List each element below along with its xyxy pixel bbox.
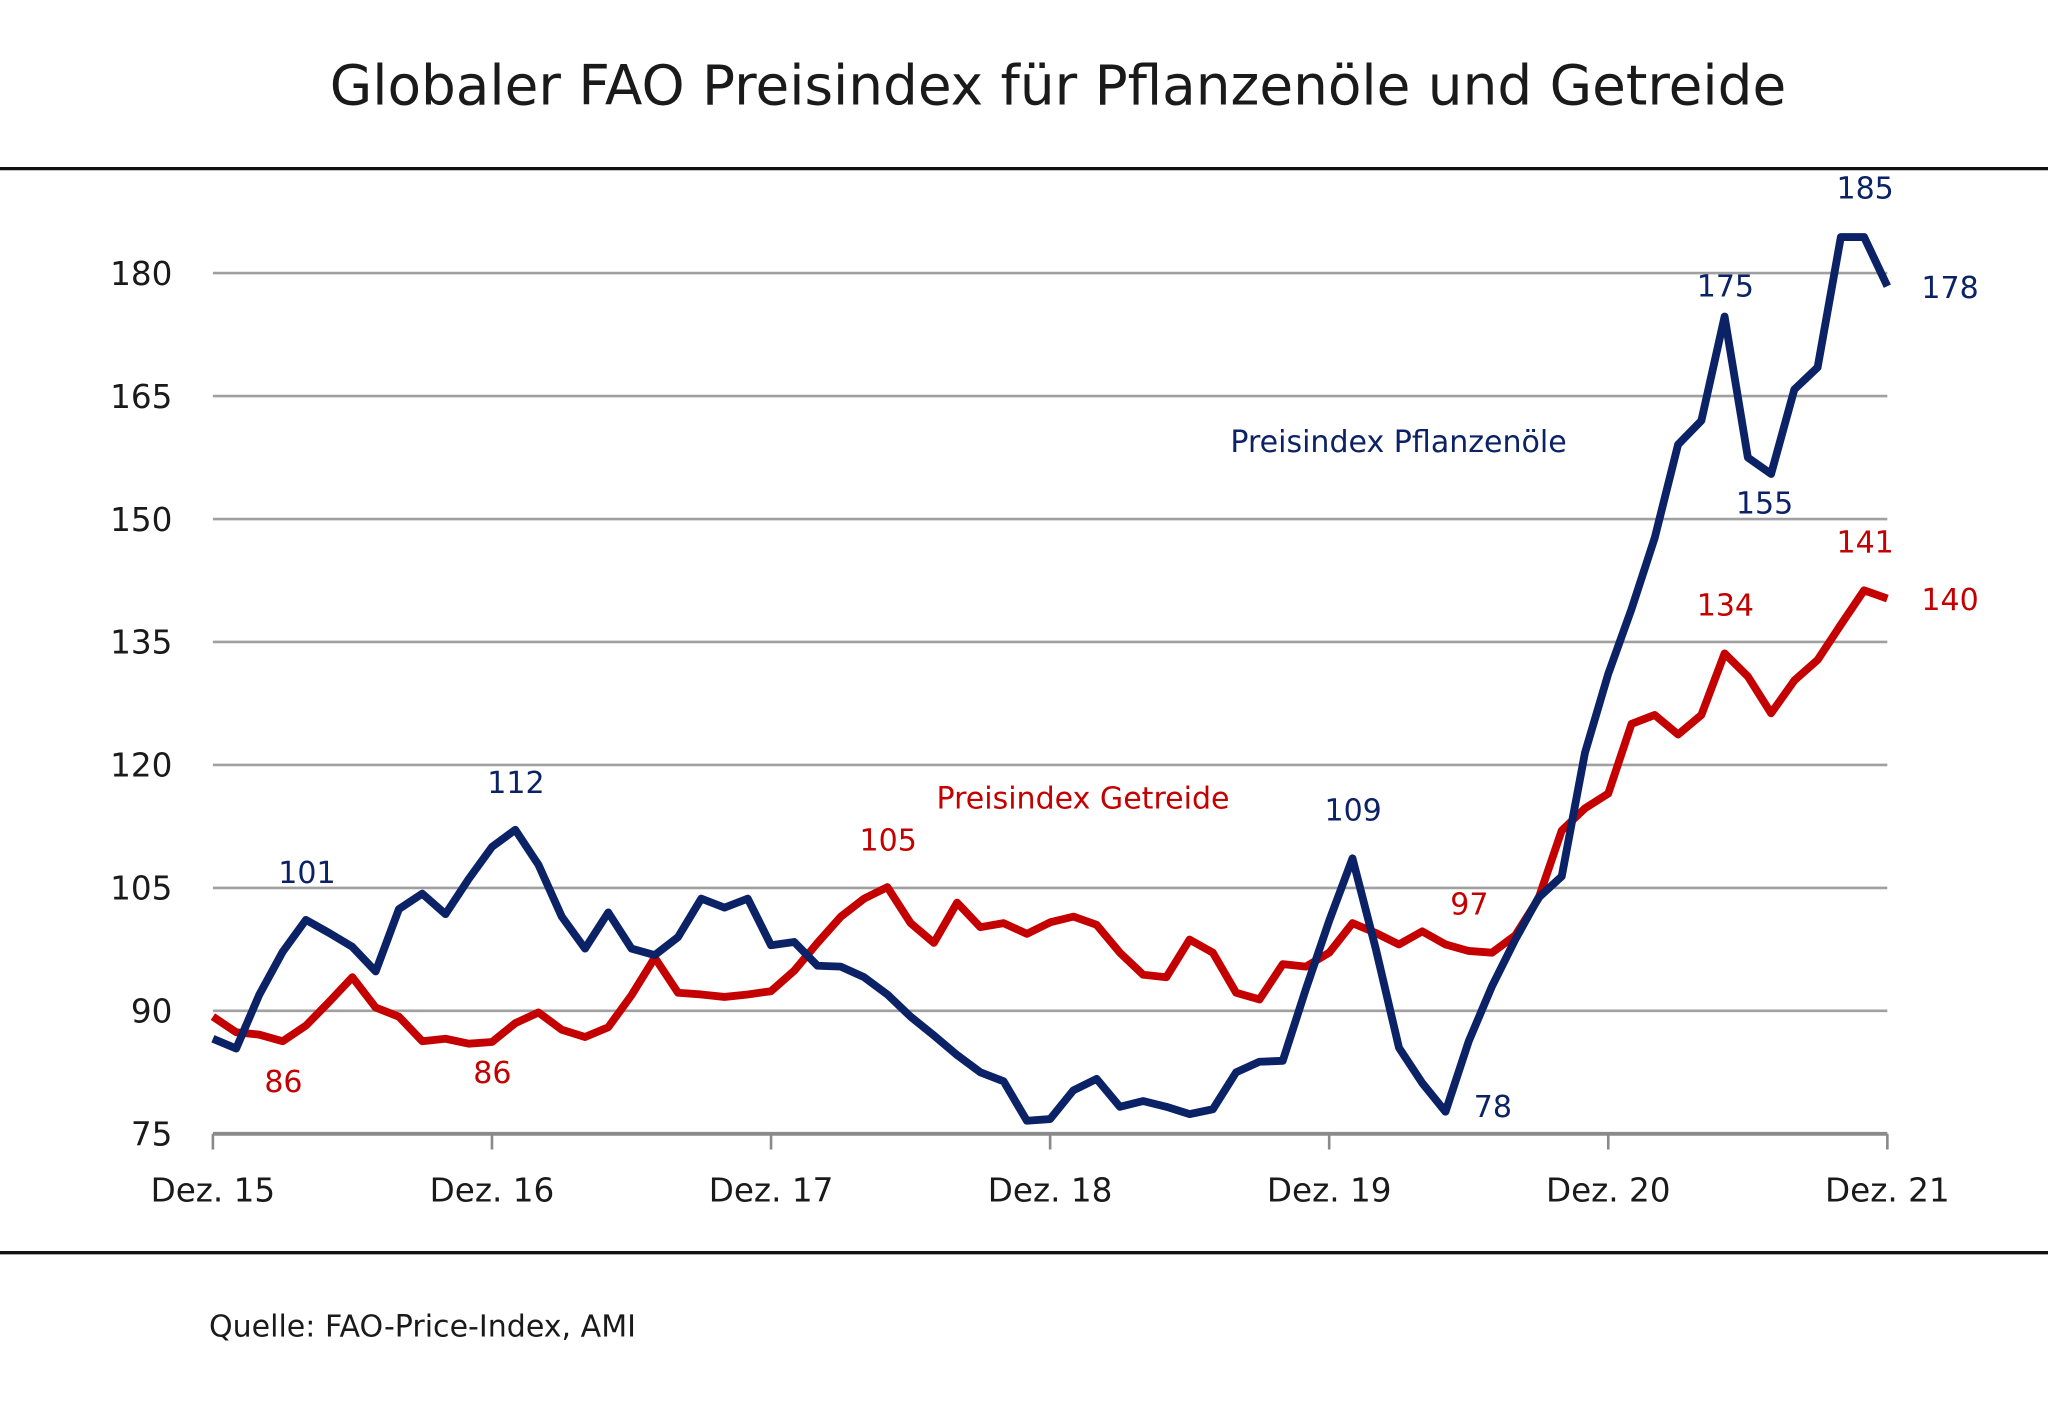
y-tick-label: 90 bbox=[131, 993, 173, 1031]
chart-title: Globaler FAO Preisindex für Pflanzenöle … bbox=[330, 54, 1787, 118]
series-label-pflanzenoele: Preisindex Pflanzenöle bbox=[1230, 425, 1566, 460]
source-note: Quelle: FAO-Price-Index, AMI bbox=[209, 1309, 636, 1344]
data-label: 101 bbox=[278, 856, 335, 891]
data-label: 140 bbox=[1921, 583, 1978, 618]
x-tick-label: Dez. 15 bbox=[151, 1172, 276, 1210]
data-label: 178 bbox=[1921, 271, 1978, 306]
data-label: 86 bbox=[264, 1065, 302, 1100]
x-tick-label: Dez. 21 bbox=[1825, 1172, 1950, 1210]
x-tick-label: Dez. 16 bbox=[430, 1172, 555, 1210]
y-tick-label: 105 bbox=[110, 870, 172, 908]
data-label: 86 bbox=[473, 1056, 511, 1091]
y-tick-label: 75 bbox=[131, 1116, 173, 1154]
y-tick-label: 120 bbox=[110, 747, 172, 785]
y-tick-label: 165 bbox=[110, 378, 172, 416]
data-label: 155 bbox=[1736, 486, 1793, 521]
data-label: 185 bbox=[1836, 172, 1893, 207]
data-label: 97 bbox=[1450, 887, 1488, 922]
x-tick-label: Dez. 18 bbox=[988, 1172, 1113, 1210]
data-label: 141 bbox=[1836, 526, 1893, 561]
x-tick-label: Dez. 19 bbox=[1267, 1172, 1392, 1210]
data-label: 112 bbox=[487, 766, 544, 801]
x-tick-label: Dez. 17 bbox=[709, 1172, 834, 1210]
series-line-getreide bbox=[210, 586, 1889, 1048]
data-label: 109 bbox=[1324, 793, 1381, 828]
data-label: 134 bbox=[1697, 588, 1754, 623]
series-label-getreide: Preisindex Getreide bbox=[936, 782, 1229, 817]
y-tick-label: 180 bbox=[110, 255, 172, 293]
y-tick-label: 150 bbox=[110, 501, 172, 539]
data-label: 105 bbox=[859, 823, 916, 858]
y-tick-label: 135 bbox=[110, 624, 172, 662]
data-label: 175 bbox=[1697, 270, 1754, 305]
data-label: 78 bbox=[1474, 1090, 1512, 1125]
series-line-pflanzenoele bbox=[211, 233, 1891, 1125]
x-tick-label: Dez. 20 bbox=[1546, 1172, 1671, 1210]
